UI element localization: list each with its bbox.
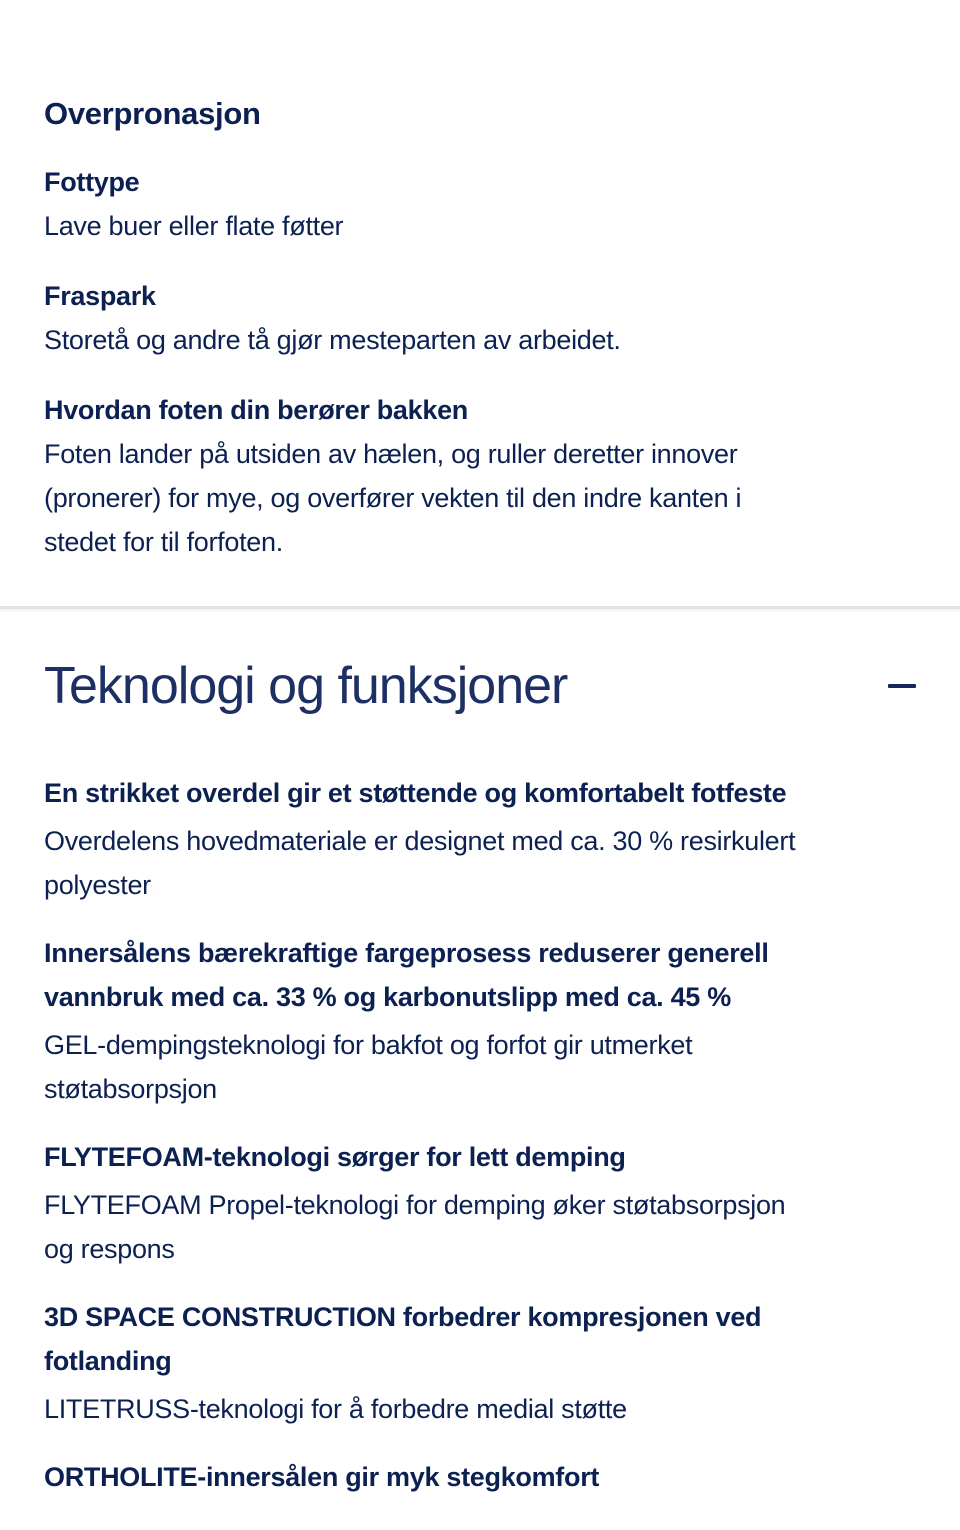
feature-description: Overdelens hovedmateriale er designet me… xyxy=(44,826,796,900)
feature-title: Innersålens bærekraftige fargeprosess re… xyxy=(44,938,769,1012)
foot-strike-text: Foten lander på utsiden av hælen, og rul… xyxy=(44,439,742,557)
feature-item-sockliner-dye: Innersålens bærekraftige fargeprosess re… xyxy=(44,931,916,1111)
feature-title: En strikket overdel gir et støttende og … xyxy=(44,778,787,808)
push-off-block: Fraspark Storetå og andre tå gjør mestep… xyxy=(44,274,916,362)
feature-list: En strikket overdel gir et støttende og … xyxy=(0,771,960,1499)
feature-title: 3D SPACE CONSTRUCTION forbedrer kompresj… xyxy=(44,1302,762,1376)
feature-item-flytefoam: FLYTEFOAM-teknologi sørger for lett demp… xyxy=(44,1135,916,1271)
feature-description: GEL-dempingsteknologi for bakfot og forf… xyxy=(44,1030,693,1104)
pronation-guide-section: Overpronasjon Fottype Lave buer eller fl… xyxy=(0,0,960,564)
feature-description: FLYTEFOAM Propel-teknologi for demping ø… xyxy=(44,1190,786,1264)
collapse-minus-icon[interactable] xyxy=(888,684,916,688)
technology-section: Teknologi og funksjoner En strikket over… xyxy=(0,659,960,1499)
pronation-type-title: Overpronasjon xyxy=(44,96,261,131)
feature-description: LITETRUSS-teknologi for å forbedre media… xyxy=(44,1394,627,1424)
feature-title: ORTHOLITE-innersålen gir myk stegkomfort xyxy=(44,1462,600,1492)
feature-item-3d-space-construction: 3D SPACE CONSTRUCTION forbedrer kompresj… xyxy=(44,1295,916,1431)
foot-strike-label: Hvordan foten din berører bakken xyxy=(44,395,468,425)
technology-accordion-header[interactable]: Teknologi og funksjoner xyxy=(0,659,960,713)
foot-strike-block: Hvordan foten din berører bakken Foten l… xyxy=(44,388,916,564)
foot-type-block: Fottype Lave buer eller flate føtter xyxy=(44,160,916,248)
feature-item-knit-upper: En strikket overdel gir et støttende og … xyxy=(44,771,916,907)
push-off-text: Storetå og andre tå gjør mesteparten av … xyxy=(44,325,621,355)
feature-title: FLYTEFOAM-teknologi sørger for lett demp… xyxy=(44,1142,626,1172)
section-divider xyxy=(0,606,960,609)
foot-type-text: Lave buer eller flate føtter xyxy=(44,211,344,241)
foot-type-label: Fottype xyxy=(44,167,140,197)
push-off-label: Fraspark xyxy=(44,281,156,311)
feature-item-ortholite: ORTHOLITE-innersålen gir myk stegkomfort xyxy=(44,1455,916,1499)
technology-section-title: Teknologi og funksjoner xyxy=(44,657,568,715)
